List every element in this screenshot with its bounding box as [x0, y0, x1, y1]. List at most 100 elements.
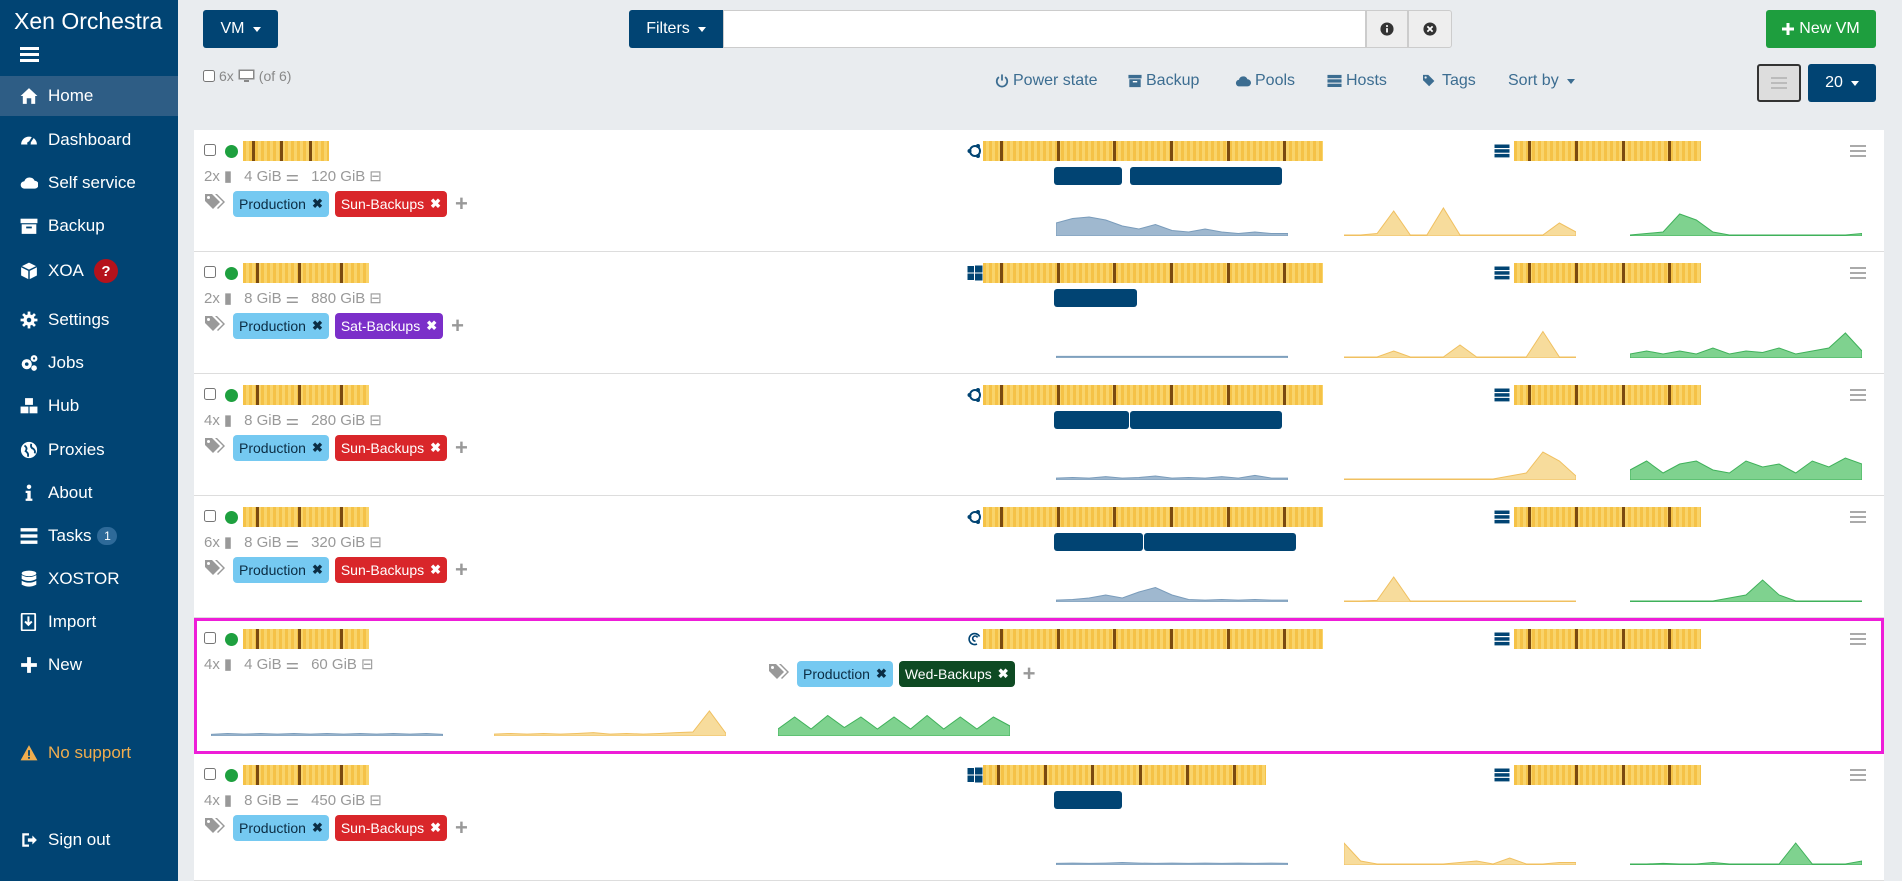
sidebar-item-hub[interactable]: Hub: [0, 386, 178, 426]
network-usage-sparkline: [1630, 579, 1862, 602]
tag-chip[interactable]: Sun-Backups ✖: [334, 191, 448, 217]
power-state-filter[interactable]: Power state: [995, 72, 1097, 90]
row-menu-icon[interactable]: [1850, 769, 1866, 781]
tag-chip[interactable]: Production ✖: [233, 435, 329, 461]
sidebar-item-label: Proxies: [48, 440, 105, 459]
sidebar-item-label: Home: [48, 86, 94, 105]
row-menu-icon[interactable]: [1850, 389, 1866, 401]
sidebar-item-jobs[interactable]: Jobs: [0, 343, 178, 383]
vm-select-checkbox[interactable]: [204, 144, 216, 156]
row-menu-icon[interactable]: [1850, 511, 1866, 523]
backup-filter[interactable]: Backup: [1128, 72, 1199, 90]
add-tag-icon[interactable]: +: [455, 191, 468, 216]
vm-tags: Production ✖ Wed-Backups ✖ +: [768, 661, 1036, 687]
add-tag-icon[interactable]: +: [455, 435, 468, 460]
sidebar-item-self-service[interactable]: Self service: [0, 163, 178, 203]
vm-select-checkbox[interactable]: [204, 388, 216, 400]
remove-tag-icon[interactable]: ✖: [430, 196, 442, 211]
tag-chip[interactable]: Production ✖: [233, 313, 329, 339]
remove-tag-icon[interactable]: ✖: [997, 666, 1009, 681]
ip-address-badge[interactable]: [1144, 533, 1296, 551]
remove-tag-icon[interactable]: ✖: [311, 562, 323, 577]
vm-row[interactable]: 4x ▮ 8 GiB ⚌ 280 GiB ⊟ Production ✖ Sun-Backups ✖…: [194, 374, 1884, 496]
vm-select-checkbox[interactable]: [204, 266, 216, 278]
sidebar-item-tasks[interactable]: Tasks 1: [0, 516, 178, 556]
sidebar-item-backup[interactable]: Backup: [0, 206, 178, 246]
desktop-icon: [238, 69, 255, 82]
select-all-checkbox[interactable]: [203, 70, 215, 82]
tag-chip[interactable]: Sun-Backups ✖: [334, 435, 448, 461]
add-tag-icon[interactable]: +: [455, 557, 468, 582]
gear-icon: [19, 311, 39, 329]
select-all[interactable]: 6x (of 6): [203, 68, 291, 84]
tag-chip[interactable]: Production ✖: [233, 557, 329, 583]
new-vm-button[interactable]: New VM: [1766, 10, 1876, 48]
collapse-menu-icon[interactable]: [20, 47, 39, 62]
sidebar-item-dashboard[interactable]: Dashboard: [0, 120, 178, 160]
sidebar-item-proxies[interactable]: Proxies: [0, 430, 178, 470]
vm-row[interactable]: 2x ▮ 8 GiB ⚌ 880 GiB ⊟ Production ✖ Sat-Backups ✖…: [194, 252, 1884, 374]
tag-chip[interactable]: Sun-Backups ✖: [334, 557, 448, 583]
tag-chip[interactable]: Production ✖: [233, 815, 329, 841]
pools-filter[interactable]: Pools: [1235, 72, 1295, 90]
sidebar-item-new[interactable]: New: [0, 645, 178, 685]
ip-address-badge[interactable]: [1130, 411, 1282, 429]
tag-chip[interactable]: Wed-Backups ✖: [898, 661, 1015, 687]
ip-address-badge[interactable]: [1054, 533, 1143, 551]
remove-tag-icon[interactable]: ✖: [430, 820, 442, 835]
vm-row[interactable]: 4x ▮ 8 GiB ⚌ 450 GiB ⊟ Production ✖ Sun-Backups ✖…: [194, 754, 1884, 881]
ip-address-badge[interactable]: [1054, 167, 1122, 185]
vm-select-checkbox[interactable]: [204, 510, 216, 522]
remove-tag-icon[interactable]: ✖: [311, 440, 323, 455]
list-view-toggle[interactable]: [1757, 64, 1801, 102]
remove-tag-icon[interactable]: ✖: [426, 318, 438, 333]
hosts-filter[interactable]: Hosts: [1327, 72, 1387, 90]
remove-tag-icon[interactable]: ✖: [311, 196, 323, 211]
row-menu-icon[interactable]: [1850, 633, 1866, 645]
remove-tag-icon[interactable]: ✖: [430, 440, 442, 455]
home-icon: [19, 87, 39, 105]
sidebar-item-settings[interactable]: Settings: [0, 300, 178, 340]
vm-row[interactable]: 6x ▮ 8 GiB ⚌ 320 GiB ⊟ Production ✖ Sun-Backups ✖…: [194, 496, 1884, 618]
vm-row[interactable]: 2x ▮ 4 GiB ⚌ 120 GiB ⊟ Production ✖ Sun-Backups ✖…: [194, 130, 1884, 252]
items-per-page-button[interactable]: 20: [1808, 64, 1876, 102]
remove-tag-icon[interactable]: ✖: [311, 820, 323, 835]
sidebar-item-xostor[interactable]: XOSTOR: [0, 559, 178, 599]
filter-help-button[interactable]: [1366, 10, 1408, 48]
filters-button[interactable]: Filters: [629, 10, 723, 48]
filter-input[interactable]: [723, 10, 1366, 48]
app-title[interactable]: Xen Orchestra: [14, 8, 163, 34]
sort-by-dropdown[interactable]: Sort by: [1508, 72, 1575, 90]
ip-address-badge[interactable]: [1054, 289, 1137, 307]
add-tag-icon[interactable]: +: [455, 815, 468, 840]
ip-address-badge[interactable]: [1054, 411, 1129, 429]
tag-chip[interactable]: Sat-Backups ✖: [334, 313, 444, 339]
vm-row[interactable]: 4x ▮ 4 GiB ⚌ 60 GiB ⊟ Production ✖ Wed-Backups ✖ +: [194, 618, 1884, 754]
server-icon: [1327, 74, 1342, 88]
no-support-link[interactable]: No support: [0, 733, 178, 773]
help-badge[interactable]: ?: [93, 259, 118, 283]
tags-filter[interactable]: Tags: [1422, 72, 1476, 90]
sidebar-item-home[interactable]: Home: [0, 76, 178, 116]
tag-chip[interactable]: Production ✖: [797, 661, 893, 687]
ip-address-badge[interactable]: [1130, 167, 1282, 185]
tag-chip[interactable]: Production ✖: [233, 191, 329, 217]
type-select-button[interactable]: VM: [203, 10, 278, 48]
add-tag-icon[interactable]: +: [451, 313, 464, 338]
vm-select-checkbox[interactable]: [204, 768, 216, 780]
sidebar-item-xoa[interactable]: XOA?: [0, 251, 178, 291]
sign-out-link[interactable]: Sign out: [0, 820, 178, 860]
sidebar-item-import[interactable]: Import: [0, 602, 178, 642]
remove-tag-icon[interactable]: ✖: [430, 562, 442, 577]
add-tag-icon[interactable]: +: [1022, 661, 1036, 686]
clear-filter-button[interactable]: [1408, 10, 1452, 48]
ip-address-badge[interactable]: [1054, 791, 1122, 809]
row-menu-icon[interactable]: [1850, 267, 1866, 279]
power-state-running-icon: [225, 511, 238, 524]
remove-tag-icon[interactable]: ✖: [311, 318, 323, 333]
remove-tag-icon[interactable]: ✖: [875, 666, 887, 681]
row-menu-icon[interactable]: [1850, 145, 1866, 157]
sidebar-item-about[interactable]: About: [0, 473, 178, 513]
tag-chip[interactable]: Sun-Backups ✖: [334, 815, 448, 841]
vm-select-checkbox[interactable]: [204, 632, 216, 644]
